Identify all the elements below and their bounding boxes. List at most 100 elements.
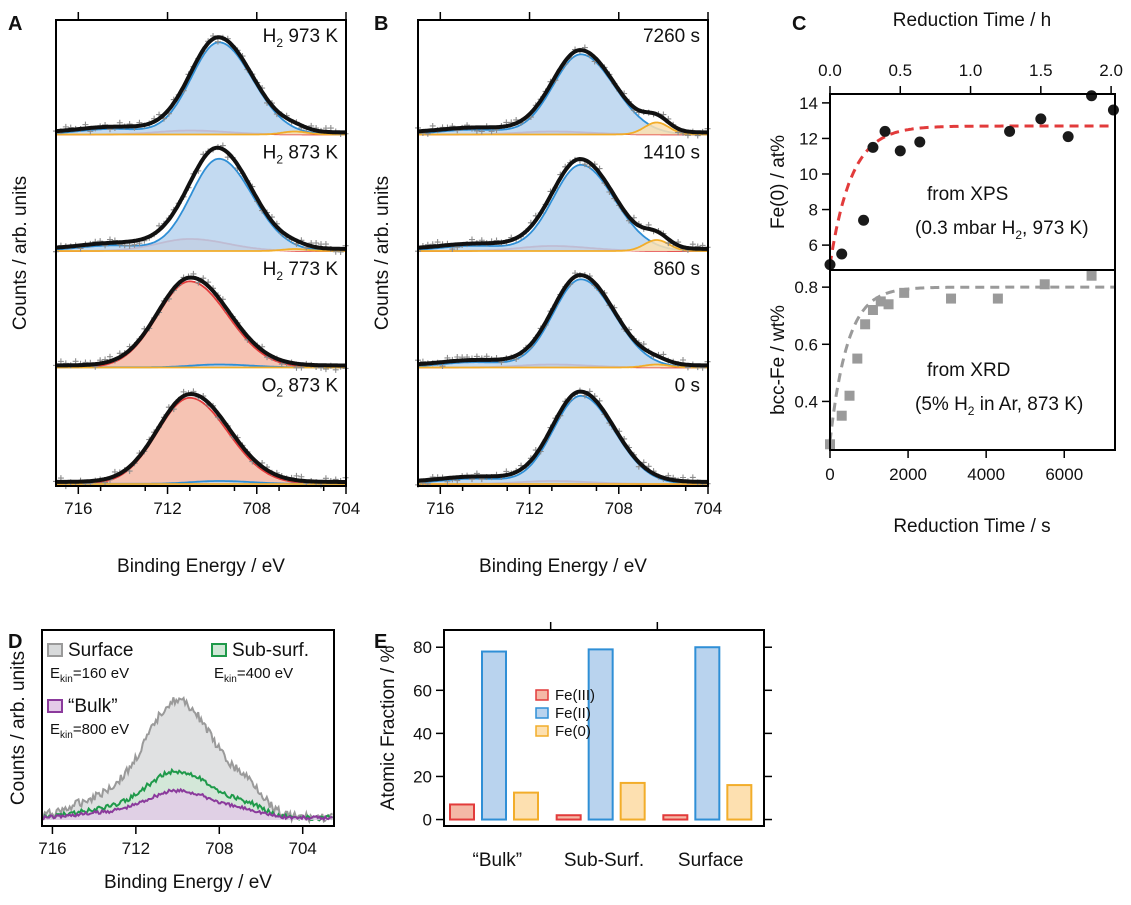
c-xrd-point xyxy=(844,390,855,401)
panel-d-ylabel: Counts / arb. units xyxy=(8,651,29,805)
d-legend-swatch-1 xyxy=(211,643,227,657)
raw-data-point xyxy=(660,351,667,358)
e-bar-1-1 xyxy=(587,648,614,821)
c-xrd-point xyxy=(867,305,878,315)
c-xrd-point xyxy=(946,293,957,304)
raw-data-point xyxy=(640,341,647,348)
b-xtick-label: 716 xyxy=(426,499,454,518)
e-ytick-label: 0 xyxy=(423,811,432,830)
d-xtick-label: 716 xyxy=(38,839,66,858)
raw-data-point xyxy=(478,128,485,135)
panel-e-ylabel: Atomic Fraction / % xyxy=(378,646,399,811)
a-fe3-line-3 xyxy=(56,396,346,485)
panel-c-xps-note-2: (0.3 mbar H2, 973 K) xyxy=(915,218,1089,242)
raw-data-point xyxy=(126,242,133,249)
d-legend-swatch-2 xyxy=(47,699,63,713)
panel-c-top-xlabel: Reduction Time / h xyxy=(893,10,1051,31)
b-fe2-line-2 xyxy=(417,278,708,369)
a-fe3-area-2 xyxy=(56,281,346,368)
c-xps-fit xyxy=(828,124,1115,265)
raw-data-point xyxy=(488,128,495,135)
b-spectrum-label-1: 1410 s xyxy=(643,143,700,164)
c-xrd-point xyxy=(875,296,886,307)
a-fe0-line-1 xyxy=(56,248,346,252)
b-spectrum-label-2: 860 s xyxy=(654,259,700,280)
raw-data-point xyxy=(689,241,696,248)
raw-data-point xyxy=(106,353,113,360)
e-category-label: Surface xyxy=(678,850,743,871)
e-bar-2-1 xyxy=(619,781,646,821)
c-xps-point xyxy=(1004,125,1016,137)
a-fe2-line-0 xyxy=(55,41,346,136)
c-xrd-point xyxy=(992,293,1003,304)
e-bar-2-0 xyxy=(513,791,539,821)
raw-data-point xyxy=(449,246,456,253)
a-fit-3 xyxy=(56,391,346,484)
e-bar-0-0 xyxy=(449,803,475,821)
b-fit-2 xyxy=(417,273,708,368)
d-legend-name-1: Sub-surf. xyxy=(232,640,309,661)
a-fit-2 xyxy=(56,275,346,368)
b-fe0-line-0 xyxy=(418,121,708,136)
raw-data-point xyxy=(214,38,221,45)
c-xrd-point xyxy=(899,287,910,298)
panel-c-xps-note-1: from XPS xyxy=(927,184,1008,205)
c-xps-point xyxy=(836,248,848,260)
panel-e-frame xyxy=(443,629,765,827)
e-bar-1-2 xyxy=(694,646,721,821)
d-xtick-label: 708 xyxy=(205,839,233,858)
c-xps-point xyxy=(879,125,891,137)
b-spectrum-label-3: 0 s xyxy=(675,376,700,397)
e-ytick-label: 20 xyxy=(413,767,432,786)
raw-data-point xyxy=(313,240,320,246)
panel-a-xlabel: Binding Energy / eV xyxy=(117,556,285,577)
panel-letter-b: B xyxy=(374,13,388,35)
panel-c: 6 8 10 12 14 0.4 0.6 0.8 0 2000 4000 6000 0.0 0.5 1.0 1… xyxy=(768,10,1123,537)
raw-data-point xyxy=(689,474,696,481)
panel-b-xlabel: Binding Energy / eV xyxy=(479,556,647,577)
e-legend-swatch-1 xyxy=(535,707,549,719)
panel-a-ylabel: Counts / arb. units xyxy=(10,176,31,330)
c-xps-ytick-label: 8 xyxy=(809,201,818,220)
c-xrd-ytick-label: 0.4 xyxy=(794,392,818,411)
b-xtick-label: 712 xyxy=(515,499,543,518)
d-legend-ekin-1: Ekin=400 eV xyxy=(214,665,293,685)
panel-b-frame xyxy=(417,19,709,487)
c-xps-point xyxy=(1035,113,1047,125)
panel-c-lower-ylabel: bcc-Fe / wt% xyxy=(768,305,789,415)
c-xrd-point xyxy=(852,353,863,364)
a-xtick-label: 708 xyxy=(243,499,271,518)
c-xps-ytick-label: 12 xyxy=(799,129,818,148)
raw-data-point xyxy=(57,358,64,365)
a-spectrum-label-2: H2 773 K xyxy=(263,259,339,283)
d-legend-name-0: Surface xyxy=(68,640,133,661)
e-legend-swatch-2 xyxy=(535,725,549,737)
a-fe3-area-3 xyxy=(56,397,346,484)
a-spectrum-label-1: H2 873 K xyxy=(263,143,339,167)
d-legend-name-2: “Bulk” xyxy=(68,696,118,717)
c-xrd-point xyxy=(1039,279,1050,290)
b-fit-1 xyxy=(417,156,708,251)
e-bar-0-2 xyxy=(662,814,689,821)
c-xrd-point xyxy=(1086,270,1097,281)
panel-c-xrd-note-1: from XRD xyxy=(927,360,1010,381)
c-xrd-ytick-label: 0.8 xyxy=(794,278,818,297)
panel-letter-a: A xyxy=(8,13,22,35)
raw-data-point xyxy=(327,125,334,132)
panel-a-frame xyxy=(55,19,347,487)
b-xtick-label: 708 xyxy=(605,499,633,518)
c-xtick-label: 6000 xyxy=(1045,465,1083,484)
e-category-label: “Bulk” xyxy=(473,850,523,871)
c-xrd-point xyxy=(883,299,894,310)
a-fe3-line-2 xyxy=(56,280,346,369)
panel-b-ylabel: Counts / arb. units xyxy=(372,176,393,330)
c-top-xtick-label: 0.0 xyxy=(818,61,842,80)
panel-c-xlabel: Reduction Time / s xyxy=(893,516,1050,537)
raw-data-point xyxy=(429,122,436,129)
d-area-2 xyxy=(42,789,334,820)
a-fe0-line-0 xyxy=(56,130,346,136)
e-legend-label-2: Fe(0) xyxy=(555,723,591,740)
raw-data-point xyxy=(680,357,687,364)
a-xtick-label: 704 xyxy=(332,499,360,518)
